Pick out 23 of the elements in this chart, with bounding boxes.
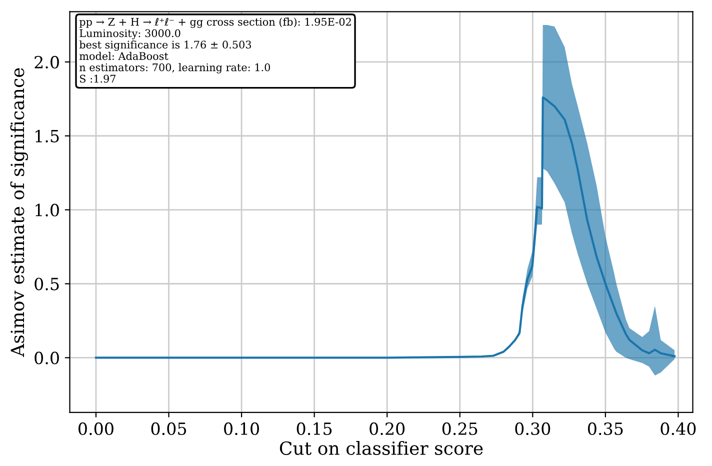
y-tick-label: 1.5 bbox=[36, 130, 59, 142]
annotation: best significance is 1.76 ± 0.503 bbox=[79, 40, 252, 51]
x-tick-label: 0.30 bbox=[515, 422, 550, 436]
x-axis-title: Cut on classifier score bbox=[280, 441, 483, 456]
line-series bbox=[94, 96, 676, 359]
annotation: S :1.97 bbox=[80, 74, 116, 83]
x-tick-label: 0.35 bbox=[588, 422, 623, 436]
x-tick-label: 0.25 bbox=[442, 422, 478, 436]
annotation: model: AdaBoost bbox=[79, 52, 168, 60]
y-tick-label: 1.0 bbox=[36, 204, 59, 216]
x-tick-label: 0.10 bbox=[224, 422, 259, 436]
y-tick-label: 0.5 bbox=[34, 278, 59, 290]
x-tick-label: 0.15 bbox=[296, 422, 332, 436]
y-tick-label: 2.0 bbox=[34, 56, 59, 68]
y-tick-label: 0.0 bbox=[34, 352, 59, 364]
annotation: Luminosity: 3000.0 bbox=[80, 29, 180, 40]
y-axis-title: Asimov estimate of significance bbox=[10, 68, 28, 357]
x-tick-label: 0.40 bbox=[660, 422, 696, 436]
annotation: n estimators: 700, learning rate: 1.0 bbox=[79, 63, 270, 74]
x-tick-label: 0.05 bbox=[151, 422, 186, 436]
x-tick-label: 0.20 bbox=[370, 422, 405, 436]
x-tick-label: 0.00 bbox=[78, 422, 114, 436]
annotation: pp → Z + H → ℓ⁺ℓ⁻ + gg cross section (fb): 1.95E-02 bbox=[79, 18, 351, 28]
